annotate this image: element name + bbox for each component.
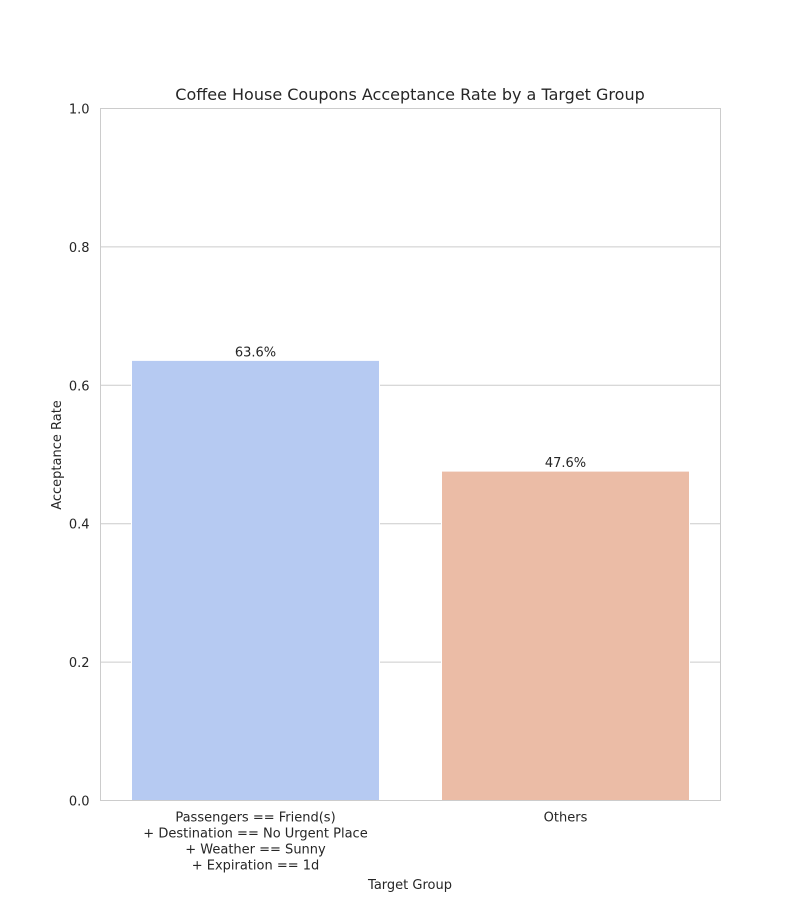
x-tick-label-line: + Expiration == 1d: [192, 859, 320, 874]
x-tick-label-line: Passengers == Friend(s): [175, 811, 335, 826]
x-tick-label: Others: [544, 811, 588, 826]
x-axis-ticks: Passengers == Friend(s) + Destination == …: [143, 811, 587, 874]
y-tick-label: 0.4: [69, 518, 90, 533]
x-tick-label: Passengers == Friend(s) + Destination == …: [143, 811, 367, 874]
y-axis-label: Acceptance Rate: [50, 400, 65, 510]
plot-frame: [100, 108, 721, 801]
chart-title: Coffee House Coupons Acceptance Rate by …: [175, 85, 644, 104]
y-tick-label: 0.8: [69, 241, 90, 256]
x-tick-label-line: Others: [544, 811, 588, 826]
bar: [441, 470, 690, 801]
x-tick-label-line: + Weather == Sunny: [185, 843, 326, 858]
y-tick-label: 0.2: [69, 656, 90, 671]
y-tick-label: 0.6: [69, 379, 90, 394]
y-axis-ticks: 0.0 0.2 0.4 0.6 0.8 1.0: [69, 103, 90, 810]
data-labels: 63.6% 47.6%: [235, 345, 586, 471]
bar: [131, 359, 380, 801]
x-axis-label: Target Group: [367, 878, 452, 893]
data-label: 47.6%: [545, 456, 586, 471]
bars: [131, 359, 690, 801]
data-label: 63.6%: [235, 345, 276, 360]
x-tick-label-line: + Destination == No Urgent Place: [143, 827, 367, 842]
y-tick-label: 0.0: [69, 795, 90, 810]
y-tick-label: 1.0: [69, 103, 90, 118]
